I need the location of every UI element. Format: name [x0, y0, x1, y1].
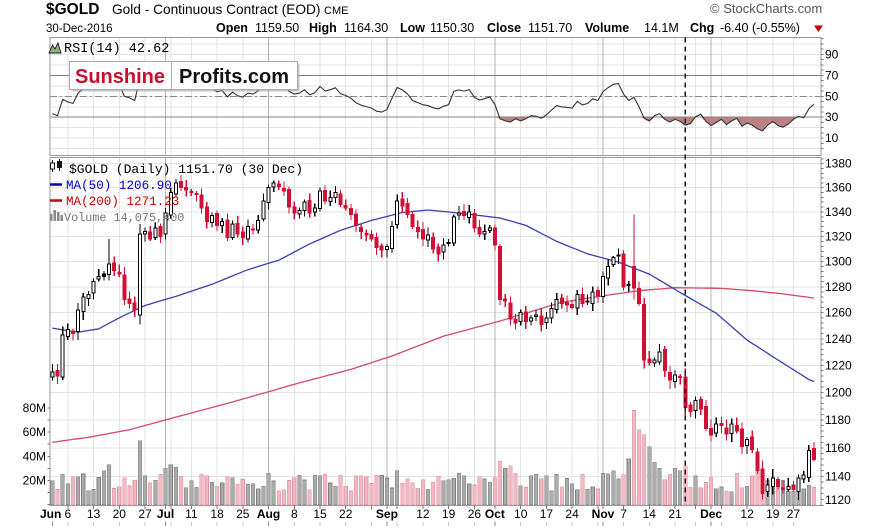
svg-text:1220: 1220	[825, 358, 852, 372]
svg-text:1160: 1160	[825, 441, 851, 455]
svg-text:1140: 1140	[825, 469, 851, 483]
svg-text:1380: 1380	[825, 157, 852, 171]
svg-text:13: 13	[87, 507, 101, 521]
svg-text:12: 12	[740, 507, 754, 521]
svg-text:1260: 1260	[825, 306, 852, 320]
svg-text:25: 25	[236, 507, 250, 521]
svg-text:11: 11	[185, 507, 198, 521]
svg-text:30-Dec-2016: 30-Dec-2016	[46, 23, 112, 35]
svg-text:High: High	[309, 21, 337, 35]
svg-text:30: 30	[825, 110, 839, 124]
svg-text:Dec: Dec	[700, 507, 722, 521]
svg-text:22: 22	[339, 507, 353, 521]
svg-text:Profits.com: Profits.com	[179, 66, 289, 88]
svg-text:1159.50: 1159.50	[255, 21, 299, 35]
svg-text:12: 12	[416, 507, 430, 521]
svg-text:Chg: Chg	[690, 21, 714, 35]
svg-text:1300: 1300	[825, 255, 852, 269]
svg-text:1280: 1280	[825, 280, 852, 294]
svg-text:1120: 1120	[825, 493, 851, 507]
svg-text:MA(50) 1206.90: MA(50) 1206.90	[66, 179, 172, 193]
svg-text:Gold - Continuous Contract (EO: Gold - Continuous Contract (EOD)	[112, 2, 320, 17]
svg-text:7: 7	[620, 507, 627, 521]
svg-text:19: 19	[442, 507, 456, 521]
svg-text:15: 15	[313, 507, 327, 521]
svg-text:Jun: Jun	[40, 507, 61, 521]
svg-text:Open: Open	[216, 21, 248, 35]
svg-text:27: 27	[787, 507, 801, 521]
svg-text:26: 26	[468, 507, 482, 521]
svg-text:Nov: Nov	[592, 507, 615, 521]
svg-text:Low: Low	[400, 21, 425, 35]
svg-text:24: 24	[565, 507, 579, 521]
svg-text:40M: 40M	[23, 449, 46, 463]
svg-text:17: 17	[540, 507, 554, 521]
svg-text:50: 50	[825, 89, 839, 103]
svg-text:1240: 1240	[825, 332, 852, 346]
svg-text:© StockCharts.com: © StockCharts.com	[710, 1, 822, 16]
svg-text:10: 10	[514, 507, 528, 521]
svg-text:19: 19	[766, 507, 780, 521]
svg-text:$GOLD (Daily) 1151.70 (30 Dec): $GOLD (Daily) 1151.70 (30 Dec)	[69, 162, 303, 177]
svg-text:8: 8	[291, 507, 298, 521]
svg-text:21: 21	[668, 507, 682, 521]
svg-text:1150.30: 1150.30	[430, 21, 474, 35]
svg-text:Oct: Oct	[485, 507, 505, 521]
svg-text:Volume 14,075,400: Volume 14,075,400	[64, 211, 184, 225]
svg-text:20M: 20M	[23, 473, 46, 487]
svg-text:1320: 1320	[825, 230, 852, 244]
svg-text:Jul: Jul	[157, 507, 174, 521]
svg-text:-6.40 (-0.55%): -6.40 (-0.55%)	[720, 21, 800, 35]
svg-text:CME: CME	[324, 5, 348, 17]
svg-text:70: 70	[825, 68, 839, 82]
svg-text:MA(200) 1271.23: MA(200) 1271.23	[66, 195, 179, 209]
svg-text:1340: 1340	[825, 205, 852, 219]
svg-text:27: 27	[138, 507, 152, 521]
svg-text:RSI(14) 42.62: RSI(14) 42.62	[64, 42, 169, 57]
svg-text:Volume: Volume	[585, 21, 629, 35]
svg-text:18: 18	[210, 507, 224, 521]
svg-text:10: 10	[825, 131, 839, 145]
svg-text:80M: 80M	[23, 401, 46, 415]
svg-text:14.1M: 14.1M	[644, 21, 679, 35]
svg-text:Close: Close	[487, 21, 521, 35]
svg-text:Aug: Aug	[257, 507, 280, 521]
svg-text:Sep: Sep	[376, 507, 398, 521]
svg-text:20: 20	[113, 507, 127, 521]
svg-text:60M: 60M	[23, 425, 46, 439]
svg-text:1151.70: 1151.70	[528, 21, 572, 35]
svg-text:14: 14	[643, 507, 657, 521]
svg-text:1200: 1200	[825, 385, 852, 399]
svg-text:1360: 1360	[825, 181, 852, 195]
svg-text:6: 6	[64, 507, 71, 521]
svg-text:90: 90	[825, 47, 839, 61]
svg-text:Sunshine: Sunshine	[75, 66, 165, 88]
svg-text:1180: 1180	[825, 413, 851, 427]
svg-text:1164.30: 1164.30	[344, 21, 388, 35]
svg-text:$GOLD: $GOLD	[46, 1, 99, 18]
